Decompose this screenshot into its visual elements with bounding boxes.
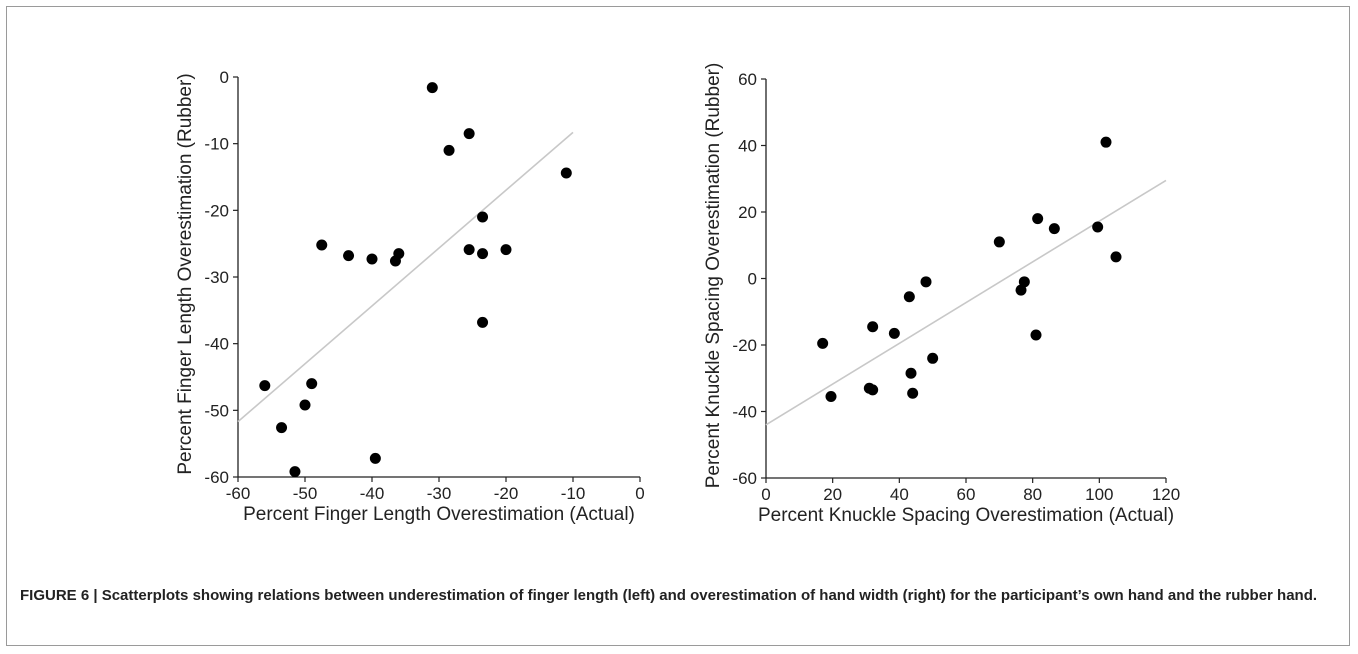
chart1-data-point [389, 255, 401, 267]
chart1-x-tick-label: -10 [561, 484, 586, 503]
chart1-data-point [477, 248, 489, 260]
chart1-data-point [276, 422, 288, 434]
chart2-data-point [1110, 251, 1122, 263]
figure-caption: FIGURE 6 | Scatterplots showing relation… [20, 587, 1318, 604]
chart2-data-point [1030, 329, 1042, 341]
chart2-data-point [907, 387, 919, 399]
chart1-data-point [259, 380, 271, 392]
chart2-fit-line [765, 179, 1167, 426]
chart2-x-tick-label: 120 [1152, 485, 1180, 504]
chart2-y-tick-label: -60 [732, 469, 757, 488]
chart2-data-point [1092, 221, 1104, 233]
chart1-data-point [289, 466, 301, 478]
chart2-y-tick-label: -20 [732, 336, 757, 355]
scatterplot-figure: -60 -50 -40 -30 -20 -10 0-60-50-40-30-20-100Pe… [175, 63, 1180, 526]
chart1-x-tick-label: -40 [360, 484, 385, 503]
chart1-data-point [306, 378, 318, 390]
chart1-data-point [316, 239, 328, 251]
chart2-y-axis-title: Percent Knuckle Spacing Overestimation (… [703, 63, 724, 489]
chart1-y-tick-label: 0 [220, 68, 229, 87]
chart1-y-tick-label: -20 [204, 201, 229, 220]
chart1-y-tick-label: -60 [204, 468, 229, 487]
chart2-data-point [867, 321, 879, 333]
chart2-y-tick-label: 20 [738, 203, 757, 222]
chart2-x-tick-label: 20 [823, 485, 842, 504]
chart2-data-point [993, 236, 1005, 248]
chart2-y-tick-label: 40 [738, 137, 757, 156]
chart2-data-point [888, 327, 900, 339]
chart2-data-point [903, 291, 915, 303]
chart2-x-tick-label: 100 [1085, 485, 1113, 504]
chart1-data-point [366, 253, 378, 265]
chart1-data-point [560, 167, 572, 179]
chart2-y-tick-label: 60 [738, 70, 757, 89]
chart2-data-point [1048, 223, 1060, 235]
chart2-data-point [1032, 213, 1044, 225]
chart1-data-point [343, 250, 355, 262]
chart2-y-tick-label: 0 [748, 270, 757, 289]
chart1-y-tick-label: -10 [204, 135, 229, 154]
chart1-data-point [477, 316, 489, 328]
chart2-data-point [927, 352, 939, 364]
chart2-data-point [1100, 136, 1112, 148]
chart2-data-point [1015, 284, 1027, 296]
chart1-x-tick-label: 0 [635, 484, 644, 503]
chart1-x-tick-label: -50 [293, 484, 318, 503]
chart2-data-point [867, 384, 879, 396]
chart1-data-point [477, 211, 489, 223]
chart2-data-point [825, 391, 837, 403]
chart1-fit-line [237, 131, 574, 423]
chart1-data-point [463, 244, 475, 256]
chart1-data-point [463, 128, 475, 140]
chart1-x-axis-title: Percent Finger Length Overestimation (Ac… [243, 504, 635, 525]
chart2-x-tick-label: 40 [890, 485, 909, 504]
chart1-data-point [299, 399, 311, 411]
chart1-x-tick-label: -60 [226, 484, 251, 503]
chart2-x-tick-label: 80 [1023, 485, 1042, 504]
chart2-data-point [920, 276, 932, 288]
chart2-data-point [905, 367, 917, 379]
chart2-y-tick-label: -40 [732, 403, 757, 422]
chart1-y-tick-label: -50 [204, 401, 229, 420]
figure-frame [6, 6, 1350, 646]
chart2-x-tick-label: 60 [957, 485, 976, 504]
chart1-data-point [426, 82, 438, 94]
chart2-x-axis-title: Percent Knuckle Spacing Overestimation (… [758, 505, 1174, 526]
chart1-y-tick-label: -40 [204, 335, 229, 354]
chart1-data-point [369, 452, 381, 464]
chart1-data-point [500, 244, 512, 256]
chart1-x-tick-label: -20 [494, 484, 519, 503]
chart2-x-tick-label: 0 [761, 485, 770, 504]
chart1-x-tick-label: -30 [427, 484, 452, 503]
chart1-data-point [443, 144, 455, 156]
chart2-data-point [817, 337, 829, 349]
chart1-y-axis-title: Percent Finger Length Overestimation (Ru… [175, 73, 196, 474]
chart1-y-tick-label: -30 [204, 268, 229, 287]
chart2-data-point [1018, 276, 1030, 288]
